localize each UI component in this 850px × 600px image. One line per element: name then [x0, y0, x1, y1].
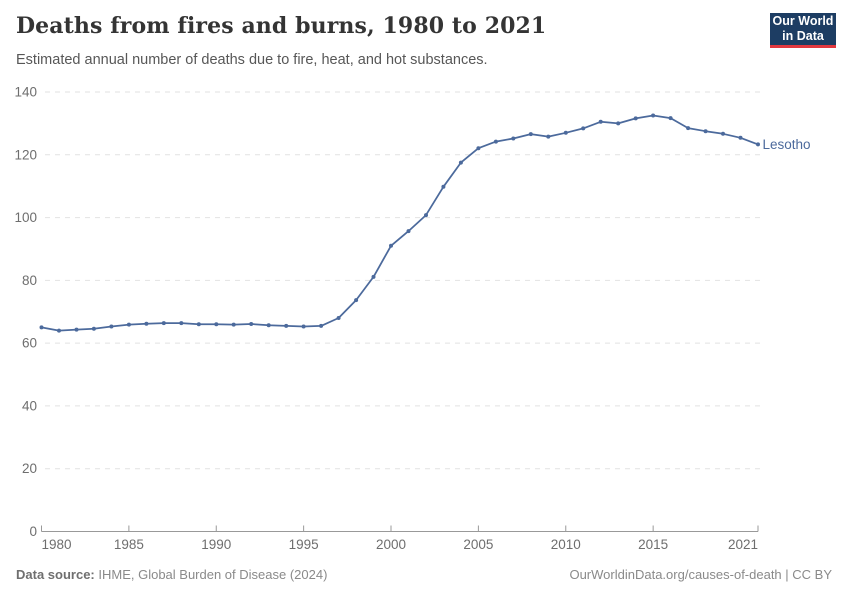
data-source-label: Data source:	[16, 567, 95, 582]
data-point[interactable]	[756, 142, 760, 147]
data-point[interactable]	[598, 119, 603, 124]
data-point[interactable]	[528, 132, 533, 137]
chart-subtitle: Estimated annual number of deaths due to…	[16, 52, 488, 68]
data-point[interactable]	[371, 274, 376, 279]
data-point[interactable]	[424, 213, 428, 218]
data-point[interactable]	[703, 129, 708, 134]
y-axis-tick-label: 60	[22, 336, 37, 351]
footer-link[interactable]: OurWorldinData.org/causes-of-death | CC …	[569, 567, 832, 582]
y-axis-tick-label: 40	[22, 398, 37, 413]
series-label-lesotho[interactable]: Lesotho	[763, 137, 811, 152]
x-axis-tick-label: 2000	[376, 537, 406, 552]
data-point[interactable]	[354, 298, 359, 303]
x-axis-ticks	[41, 525, 759, 532]
data-point[interactable]	[91, 326, 96, 331]
y-gridlines	[45, 91, 760, 470]
data-source: Data source: IHME, Global Burden of Dise…	[16, 567, 327, 582]
data-point[interactable]	[319, 323, 324, 328]
data-point[interactable]	[57, 328, 61, 333]
data-point[interactable]	[231, 322, 236, 327]
data-point[interactable]	[493, 139, 498, 144]
owid-logo: Our World in Data	[770, 13, 836, 48]
data-point[interactable]	[738, 135, 743, 140]
data-point[interactable]	[651, 113, 656, 118]
data-point[interactable]	[476, 146, 481, 151]
series-points-lesotho[interactable]	[39, 113, 761, 333]
data-source-text: IHME, Global Burden of Disease (2024)	[94, 567, 328, 582]
data-point[interactable]	[336, 316, 341, 320]
data-point[interactable]	[721, 131, 725, 136]
data-point[interactable]	[196, 322, 201, 327]
data-point[interactable]	[284, 323, 289, 328]
data-point[interactable]	[406, 229, 411, 234]
y-axis-tick-label: 80	[22, 273, 37, 288]
data-point[interactable]	[389, 243, 393, 248]
data-point[interactable]	[441, 184, 446, 189]
owid-logo-line2: in Data	[782, 29, 824, 43]
y-axis-tick-label: 20	[22, 461, 37, 476]
data-point[interactable]	[301, 324, 306, 329]
y-axis-labels: 0 20 40 60 80 100 120 140	[14, 85, 37, 540]
x-axis-tick-label: 1995	[289, 537, 319, 552]
x-axis-tick-label: 2010	[551, 537, 581, 552]
data-point[interactable]	[581, 126, 586, 131]
data-point[interactable]	[563, 130, 568, 135]
data-point[interactable]	[144, 321, 149, 326]
y-axis-tick-label: 100	[14, 210, 37, 225]
data-point[interactable]	[633, 116, 638, 121]
data-point[interactable]	[266, 323, 271, 328]
data-point[interactable]	[511, 136, 516, 141]
x-axis-tick-label: 2021	[728, 537, 758, 552]
chart-footer: Data source: IHME, Global Burden of Dise…	[16, 567, 832, 582]
data-point[interactable]	[686, 126, 691, 131]
data-point[interactable]	[616, 121, 621, 126]
data-point[interactable]	[458, 160, 463, 165]
x-axis-tick-label: 2005	[463, 537, 493, 552]
data-point[interactable]	[668, 116, 673, 121]
y-axis-tick-label: 120	[14, 147, 37, 162]
x-axis-tick-label: 2015	[638, 537, 668, 552]
chart-title: Deaths from fires and burns, 1980 to 202…	[16, 13, 547, 39]
data-point[interactable]	[214, 322, 219, 327]
data-point[interactable]	[109, 324, 114, 329]
data-point[interactable]	[179, 321, 184, 326]
data-point[interactable]	[249, 322, 254, 326]
x-axis-tick-label: 1990	[201, 537, 231, 552]
data-point[interactable]	[74, 327, 79, 332]
data-point[interactable]	[126, 322, 131, 327]
data-point[interactable]	[161, 321, 166, 326]
data-point[interactable]	[39, 325, 44, 330]
x-axis-tick-label: 1980	[42, 537, 72, 552]
owid-logo-line1: Our World	[772, 14, 834, 29]
data-point[interactable]	[546, 134, 551, 139]
x-axis-labels: 1980 1985 1990 1995 2000 2005 2010 2015 2021	[42, 537, 759, 552]
x-axis-tick-label: 1985	[114, 537, 144, 552]
series-line-lesotho[interactable]	[40, 114, 759, 332]
y-axis-tick-label: 140	[14, 85, 37, 100]
y-axis-tick-label: 0	[29, 524, 37, 539]
